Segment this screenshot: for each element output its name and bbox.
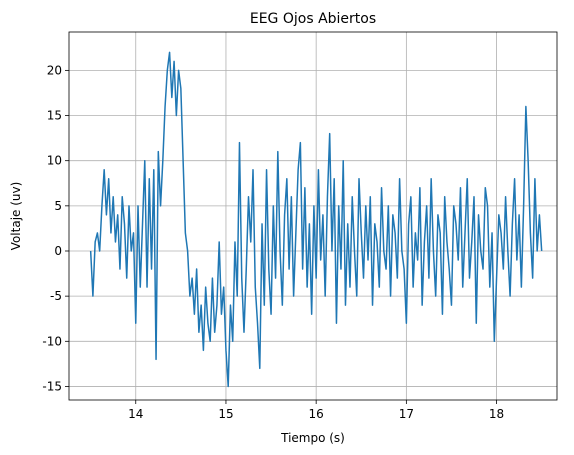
x-axis-label: Tiempo (s)	[280, 431, 345, 445]
y-tick-label: 15	[47, 109, 62, 123]
y-tick-label: 20	[47, 63, 62, 77]
y-tick-label: -10	[42, 334, 62, 348]
x-tick-label: 17	[399, 407, 414, 421]
plot-frame	[68, 31, 558, 401]
x-tick-label: 14	[128, 407, 143, 421]
y-tick-label: 5	[54, 199, 62, 213]
data-line	[89, 51, 543, 388]
y-tick-label: 10	[47, 154, 62, 168]
y-tick-label: -5	[50, 289, 62, 303]
x-tick-label: 15	[218, 407, 233, 421]
y-tick-label: -15	[42, 379, 62, 393]
y-tick-label: 0	[54, 244, 62, 258]
x-tick-label: 18	[489, 407, 504, 421]
chart-title: EEG Ojos Abiertos	[250, 11, 376, 27]
x-tick-label: 16	[309, 407, 324, 421]
y-axis-label: Voltaje (uv)	[9, 182, 23, 251]
